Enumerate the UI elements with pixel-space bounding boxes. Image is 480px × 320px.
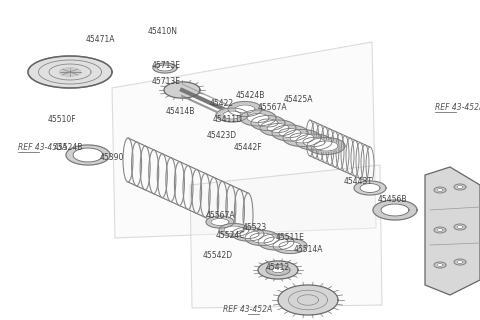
Polygon shape	[60, 68, 81, 76]
Polygon shape	[237, 229, 259, 238]
Polygon shape	[240, 110, 276, 126]
Text: 45523: 45523	[243, 223, 267, 233]
Polygon shape	[290, 133, 314, 143]
Text: 45414B: 45414B	[165, 108, 195, 116]
Polygon shape	[434, 187, 446, 193]
Text: 45514A: 45514A	[293, 245, 323, 254]
Text: 45424B: 45424B	[235, 92, 264, 100]
Polygon shape	[66, 145, 110, 165]
Text: 45542D: 45542D	[203, 251, 233, 260]
Polygon shape	[251, 116, 285, 131]
Text: REF 43-452A: REF 43-452A	[223, 306, 273, 315]
Text: 45713E: 45713E	[152, 77, 181, 86]
Polygon shape	[437, 228, 443, 231]
Polygon shape	[354, 181, 386, 195]
Polygon shape	[296, 134, 332, 150]
Polygon shape	[457, 260, 463, 263]
Polygon shape	[266, 265, 290, 276]
Polygon shape	[425, 167, 480, 295]
Polygon shape	[223, 111, 241, 119]
Polygon shape	[228, 101, 262, 116]
Polygon shape	[211, 219, 229, 226]
Polygon shape	[454, 184, 466, 190]
Polygon shape	[360, 183, 380, 193]
Text: 45567A: 45567A	[205, 211, 235, 220]
Polygon shape	[190, 165, 382, 308]
Polygon shape	[206, 216, 234, 228]
Text: 45425A: 45425A	[283, 95, 313, 105]
Polygon shape	[279, 129, 301, 138]
Polygon shape	[258, 119, 278, 127]
Polygon shape	[273, 238, 307, 253]
Polygon shape	[283, 130, 321, 147]
Polygon shape	[457, 226, 463, 228]
Text: 45423D: 45423D	[207, 132, 237, 140]
Polygon shape	[457, 186, 463, 188]
Polygon shape	[434, 227, 446, 233]
Polygon shape	[216, 108, 248, 122]
Text: 45567A: 45567A	[257, 103, 287, 113]
Text: 45713E: 45713E	[152, 60, 181, 69]
Polygon shape	[28, 56, 112, 88]
Polygon shape	[272, 125, 308, 141]
Text: 45390: 45390	[100, 154, 124, 163]
Text: 45511E: 45511E	[276, 234, 304, 243]
Polygon shape	[303, 138, 325, 147]
Polygon shape	[267, 124, 289, 132]
Text: 45422: 45422	[210, 99, 234, 108]
Polygon shape	[157, 65, 173, 71]
Polygon shape	[454, 224, 466, 230]
Polygon shape	[437, 188, 443, 191]
Polygon shape	[314, 141, 338, 151]
Polygon shape	[264, 237, 288, 247]
Polygon shape	[245, 230, 279, 245]
Text: 45412: 45412	[266, 263, 290, 273]
Polygon shape	[279, 242, 301, 251]
Text: 45456B: 45456B	[377, 196, 407, 204]
Polygon shape	[258, 234, 294, 250]
Text: REF 43-452A: REF 43-452A	[435, 103, 480, 113]
Polygon shape	[307, 138, 345, 155]
Polygon shape	[258, 261, 298, 279]
Polygon shape	[373, 200, 417, 220]
Polygon shape	[164, 82, 200, 98]
Text: 45443T: 45443T	[344, 178, 372, 187]
Polygon shape	[260, 120, 296, 136]
Polygon shape	[153, 63, 177, 73]
Polygon shape	[272, 267, 284, 273]
Text: 45411D: 45411D	[213, 116, 243, 124]
Text: 45524B: 45524B	[53, 143, 83, 153]
Polygon shape	[454, 259, 466, 265]
Polygon shape	[278, 285, 338, 315]
Text: 45510F: 45510F	[48, 116, 76, 124]
Text: 45410N: 45410N	[148, 28, 178, 36]
Text: 45442F: 45442F	[234, 143, 262, 153]
Polygon shape	[247, 114, 269, 123]
Polygon shape	[112, 42, 376, 238]
Text: 45524C: 45524C	[215, 231, 245, 241]
Text: 45471A: 45471A	[85, 36, 115, 44]
Polygon shape	[381, 204, 409, 216]
Polygon shape	[224, 226, 244, 234]
Polygon shape	[219, 223, 249, 236]
Polygon shape	[73, 148, 103, 162]
Polygon shape	[250, 233, 274, 243]
Polygon shape	[437, 263, 443, 267]
Polygon shape	[434, 262, 446, 268]
Polygon shape	[235, 105, 255, 113]
Text: REF 43-453A: REF 43-453A	[18, 143, 67, 153]
Polygon shape	[232, 227, 264, 241]
